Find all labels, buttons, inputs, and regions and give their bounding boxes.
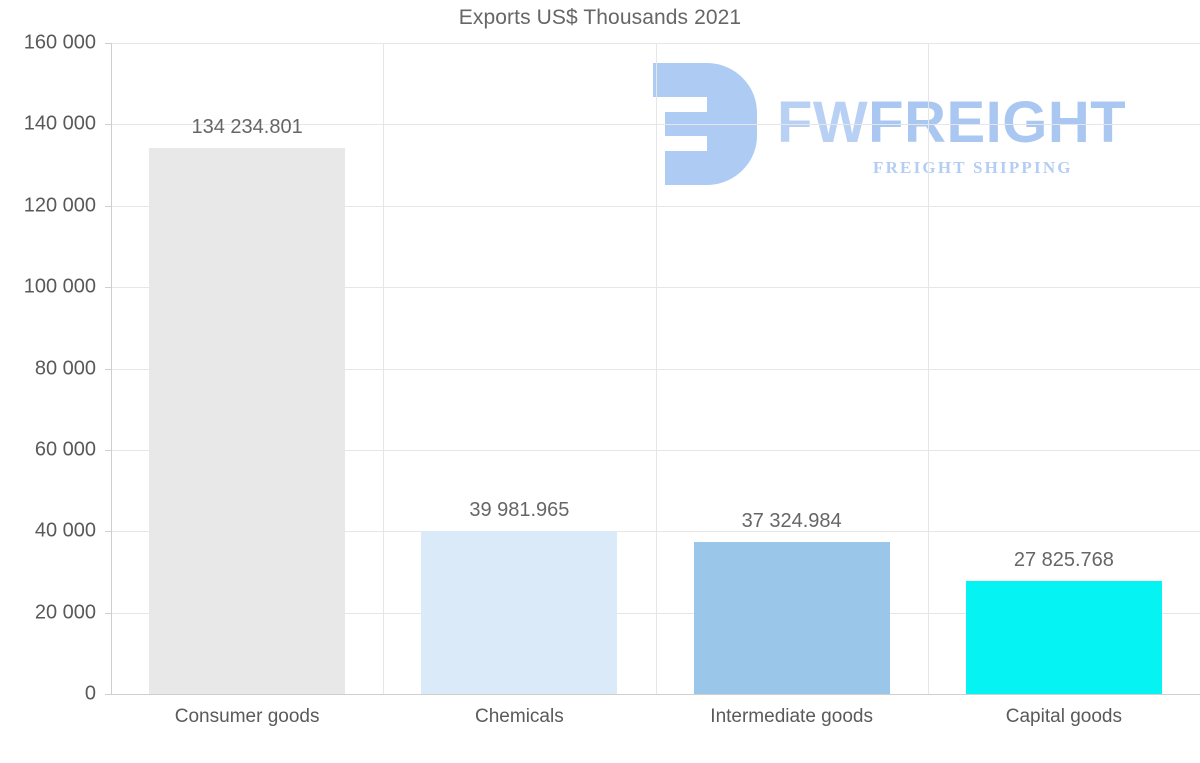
y-axis-tick-label: 100 000 [23,275,96,298]
bar-chemicals[interactable] [421,531,618,694]
bar-value-label: 37 324.984 [741,510,842,533]
y-axis-tick [105,205,112,207]
y-axis-tick-label: 120 000 [23,194,96,217]
y-axis-tick [105,694,112,695]
x-axis-category-label: Chemicals [475,706,564,727]
y-axis-tick [105,612,112,614]
y-axis-tick [105,43,112,44]
y-axis-tick [105,287,112,289]
x-axis-category-label: Consumer goods [174,706,320,727]
gridline [105,287,1200,289]
bar-intermediate-goods[interactable] [693,542,890,694]
y-axis-tick [105,124,112,126]
bar-value-label: 27 825.768 [1013,548,1114,571]
y-axis-tick-label: 160 000 [23,31,96,54]
plot-area [105,43,1200,695]
y-axis-tick [105,449,112,451]
bar-value-label: 134 234.801 [191,115,303,138]
category-separator [928,43,929,694]
chart-title: Exports US$ Thousands 2021 [458,6,742,29]
bar-consumer-goods[interactable] [149,147,346,694]
y-axis-tick-label: 140 000 [23,112,96,135]
gridline [105,124,1200,126]
bar-value-label: 39 981.965 [469,499,570,522]
x-axis-category-label: Capital goods [1005,706,1122,727]
y-axis-tick-label: 20 000 [34,601,96,624]
gridline [105,694,1200,695]
gridline [105,368,1200,370]
y-axis-tick-label: 80 000 [34,357,96,379]
bar-capital-goods[interactable] [965,580,1162,694]
category-separator [383,43,384,694]
y-axis-tick-label: 0 [84,682,96,705]
y-axis-tick-label: 40 000 [34,519,96,542]
category-separator [656,43,657,694]
x-axis-category-label: Intermediate goods [710,706,873,727]
gridline [105,612,1200,614]
gridline [105,205,1200,207]
y-axis-tick-label: 60 000 [34,438,96,461]
y-axis-tick [105,531,112,533]
gridline [105,43,1200,44]
y-axis-tick [105,368,112,370]
gridline [105,449,1200,451]
gridline [105,531,1200,533]
